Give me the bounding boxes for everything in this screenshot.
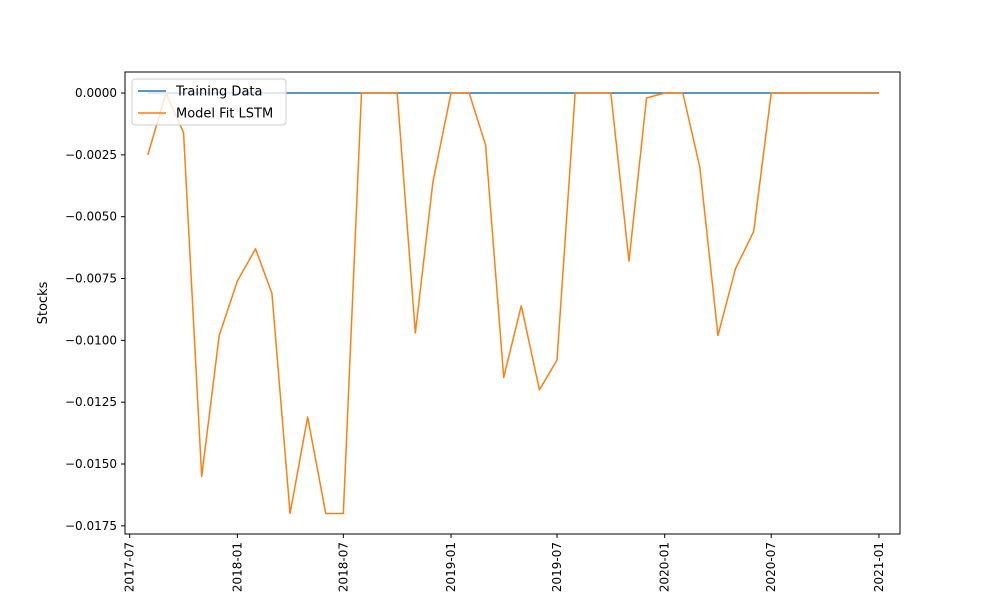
plot-frame [124, 71, 901, 535]
y-axis: 0.0000 −0.0025 −0.0050 −0.0075 −0.0100 −0.012… [65, 86, 125, 533]
y-tick-label: −0.0150 [65, 457, 117, 471]
y-tick-label: −0.0125 [65, 395, 117, 409]
x-tick-label: 2020-07 [764, 542, 778, 592]
legend-label: Training Data [175, 85, 262, 100]
y-tick-label: 0.0000 [75, 86, 117, 100]
y-axis-label: Stocks [36, 281, 51, 324]
y-tick-label: −0.0100 [65, 333, 117, 347]
legend-box [131, 78, 287, 126]
y-tick-label: −0.0025 [65, 148, 117, 162]
x-tick-label: 2021-01 [872, 542, 886, 592]
legend-label: Model Fit LSTM [176, 107, 273, 122]
x-tick-label: 2018-01 [230, 542, 244, 592]
x-tick-label: 2020-01 [658, 542, 672, 592]
x-tick-label: 2018-07 [336, 542, 350, 592]
y-tick-label: −0.0075 [65, 272, 117, 286]
plot-area [125, 72, 900, 534]
x-axis: 2017-07 2018-01 2018-07 2019-01 2019-07 2020-… [123, 534, 886, 592]
y-tick-label: −0.0175 [65, 519, 117, 533]
x-tick-label: 2019-07 [550, 542, 564, 592]
x-tick-label: 2017-07 [123, 542, 137, 592]
x-tick-label: 2019-01 [444, 542, 458, 592]
y-tick-label: −0.0050 [65, 210, 117, 224]
series-line-model-fit-lstm [147, 92, 879, 515]
legend: Training Data Model Fit LSTM [131, 78, 287, 126]
